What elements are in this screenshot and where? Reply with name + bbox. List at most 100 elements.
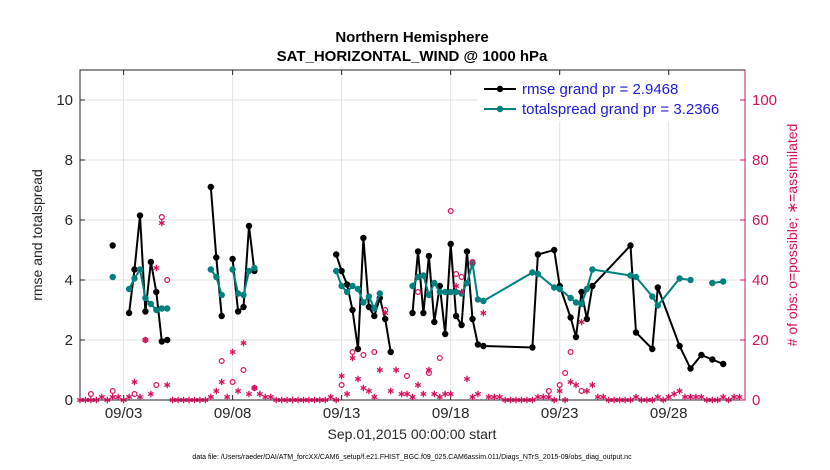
obs-assimilated-point — [512, 396, 520, 404]
rmse-point — [480, 342, 487, 350]
spread-point — [218, 291, 225, 299]
spread-point — [125, 285, 133, 293]
obs-possible-point — [562, 370, 569, 377]
spread-point — [333, 267, 340, 275]
y-tick-label: 10 — [56, 92, 73, 109]
obs-assimilated-point — [431, 390, 438, 398]
obs-assimilated-point — [409, 393, 416, 401]
obs-assimilated-point — [213, 387, 220, 395]
y2-tick-label: 20 — [752, 332, 769, 349]
obs-assimilated-point — [611, 396, 618, 404]
obs-assimilated-point — [469, 393, 476, 401]
rmse-point — [125, 309, 133, 317]
obs-assimilated-point — [338, 372, 345, 380]
obs-possible-point — [360, 352, 367, 359]
spread-point — [109, 273, 116, 281]
obs-assimilated-point — [681, 393, 689, 401]
obs-assimilated-point — [420, 390, 427, 398]
obs-assimilated-point — [491, 393, 498, 401]
obs-assimilated-point — [365, 387, 373, 395]
obs-assimilated-point — [583, 387, 591, 395]
spread-point — [627, 272, 634, 279]
obs-possible-point — [578, 388, 585, 395]
obs-assimilated-point — [360, 384, 367, 392]
obs-assimilated-point — [278, 396, 285, 404]
spread-point — [158, 305, 165, 312]
rmse-point — [583, 315, 591, 323]
rmse-point — [371, 312, 378, 320]
obs-assimilated-point — [131, 378, 138, 386]
legend-label: totalspread grand pr = 3.2366 — [522, 101, 719, 118]
obs-assimilated-point — [382, 309, 389, 317]
spread-point — [251, 264, 258, 272]
legend: rmse grand pr = 2.9468 totalspread grand … — [478, 75, 740, 121]
obs-assimilated-point — [649, 396, 656, 404]
rmse-point — [207, 183, 214, 191]
obs-possible-point — [218, 358, 225, 365]
spread-point — [338, 282, 345, 290]
x-axis-label: Sep.01,2015 00:00:00 start — [328, 426, 497, 442]
spread-point — [414, 273, 422, 281]
x-tick-label: 09/23 — [541, 405, 579, 422]
obs-assimilated-point — [616, 396, 623, 404]
legend-marker — [496, 85, 504, 93]
obs-assimilated-point — [621, 396, 629, 404]
obs-assimilated-point — [480, 309, 487, 317]
obs-assimilated-point — [136, 393, 144, 401]
obs-layer — [76, 208, 743, 404]
spread-point — [687, 276, 694, 284]
spread-point — [654, 302, 661, 309]
obs-assimilated-point — [507, 396, 514, 404]
obs-assimilated-point — [82, 396, 89, 404]
obs-assimilated-point — [714, 396, 721, 404]
obs-assimilated-point — [425, 366, 432, 374]
obs-assimilated-point — [289, 396, 296, 404]
obs-assimilated-point — [485, 393, 492, 401]
obs-assimilated-point — [600, 393, 607, 401]
y-tick-label: 6 — [65, 212, 73, 229]
rmse-line-segment — [128, 215, 168, 343]
obs-assimilated-point — [660, 396, 667, 404]
obs-assimilated-point — [180, 396, 187, 404]
rmse-point — [632, 329, 640, 336]
spread-point — [480, 297, 487, 305]
spread-point — [589, 266, 596, 273]
rmse-point — [338, 267, 345, 275]
obs-assimilated-point — [534, 393, 541, 401]
y-tick-label: 8 — [65, 152, 73, 169]
obs-assimilated-point — [169, 396, 176, 404]
obs-possible-point — [415, 289, 422, 296]
obs-assimilated-point — [316, 396, 323, 404]
spread-point — [425, 291, 433, 299]
y-axis-label: rmse and totalspread — [29, 169, 45, 301]
obs-assimilated-point — [300, 396, 307, 404]
obs-assimilated-point — [256, 390, 263, 398]
spread-point — [469, 260, 476, 267]
rmse-point — [534, 251, 542, 258]
obs-assimilated-point — [294, 396, 302, 404]
obs-possible-point — [109, 388, 116, 395]
obs-assimilated-point — [632, 393, 640, 401]
obs-assimilated-point — [736, 393, 743, 401]
obs-assimilated-point — [371, 393, 378, 401]
obs-assimilated-point — [671, 390, 678, 398]
rmse-point — [551, 246, 558, 254]
obs-assimilated-point — [322, 396, 329, 404]
rmse-point — [153, 288, 160, 296]
spread-point — [474, 296, 482, 303]
obs-assimilated-point — [229, 348, 236, 356]
obs-assimilated-point — [224, 393, 231, 401]
obs-assimilated-point — [523, 396, 531, 404]
obs-assimilated-point — [191, 396, 198, 404]
obs-assimilated-point — [687, 393, 694, 401]
obs-possible-point — [469, 259, 476, 266]
obs-assimilated-point — [414, 381, 422, 389]
y2-tick-label: 100 — [752, 92, 777, 109]
obs-assimilated-point — [627, 396, 634, 404]
spread-line-segment — [209, 268, 223, 296]
obs-possible-point — [87, 391, 94, 398]
obs-assimilated-point — [115, 393, 122, 401]
rmse-point — [333, 251, 340, 258]
obs-assimilated-point — [164, 381, 171, 389]
spread-point — [447, 288, 454, 296]
